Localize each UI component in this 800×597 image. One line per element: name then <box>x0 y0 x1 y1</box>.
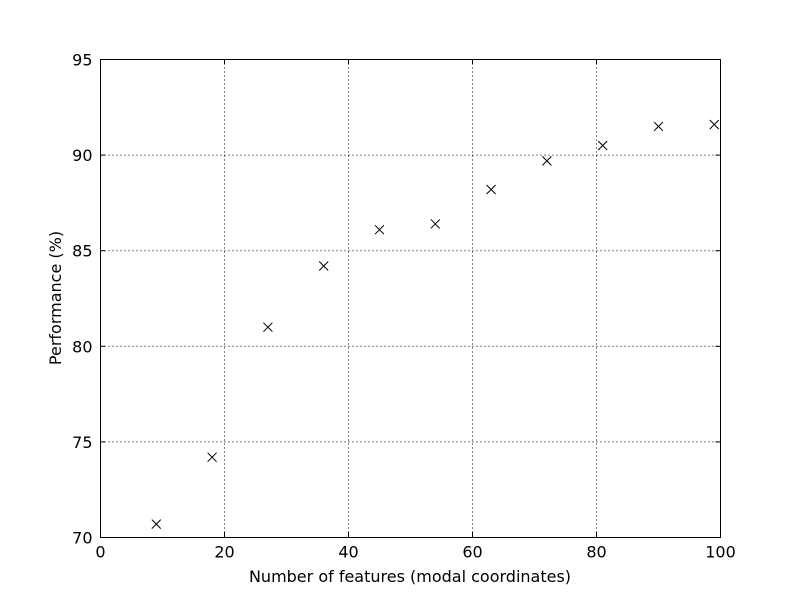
data-point <box>653 121 664 132</box>
data-point <box>374 224 385 235</box>
grid <box>100 59 721 538</box>
data-point <box>709 119 720 130</box>
x-tick-label: 20 <box>214 543 234 562</box>
x-axis-label: Number of features (modal coordinates) <box>249 567 571 586</box>
data-point <box>542 155 552 166</box>
y-tick-label: 95 <box>72 51 92 70</box>
data-point <box>430 219 441 229</box>
y-tick-label: 80 <box>72 337 92 356</box>
tick-labels: 0 20 40 60 80 100 70 75 80 85 90 95 <box>72 51 736 562</box>
x-tick-label: 80 <box>586 543 606 562</box>
data-point <box>207 452 217 463</box>
axis-ticks <box>100 59 721 538</box>
data-point <box>263 322 273 333</box>
data-points <box>151 119 720 529</box>
data-point <box>486 184 496 195</box>
data-point <box>318 261 329 271</box>
x-tick-label: 40 <box>338 543 358 562</box>
x-tick-label: 60 <box>462 543 482 562</box>
y-tick-label: 85 <box>72 242 92 261</box>
plot-frame <box>100 59 721 538</box>
data-point <box>597 140 608 151</box>
x-tick-label: 0 <box>95 543 105 562</box>
data-point <box>151 519 162 529</box>
x-tick-label: 100 <box>705 543 736 562</box>
y-tick-label: 75 <box>72 433 92 452</box>
y-tick-label: 90 <box>72 146 92 165</box>
y-tick-label: 70 <box>72 529 92 548</box>
y-axis-label: Performance (%) <box>46 231 65 365</box>
